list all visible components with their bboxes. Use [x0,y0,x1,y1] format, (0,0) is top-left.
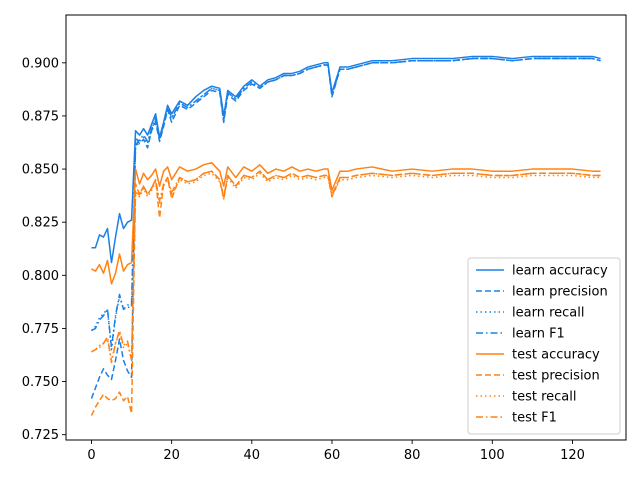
series-layer [90,55,601,416]
x-tick-label: 40 [244,448,261,463]
legend-label-learn-recall: learn recall [512,306,584,321]
x-tick-label: 60 [324,448,341,463]
series-line-test-accuracy [91,161,601,285]
legend: learn accuracy learn precision learn recal… [467,257,621,435]
y-tick-label: 0.850 [22,163,59,178]
legend-label-learn-accuracy: learn accuracy [512,264,608,279]
series-line-learn-recall [90,57,601,351]
legend-label-test-f1: test F1 [512,411,557,426]
x-tick-label: 20 [163,448,180,463]
y-axis: 0.725 0.750 0.775 0.800 0.825 0.850 0.875 0.900 [22,56,66,443]
legend-label-test-precision: test precision [512,369,600,384]
y-tick-label: 0.725 [22,428,59,443]
y-tick-label: 0.875 [22,109,59,124]
series-line-test-precision [90,170,601,416]
legend-label-learn-f1: learn F1 [512,327,565,342]
plot-frame [65,14,627,441]
y-tick-label: 0.775 [22,322,59,337]
y-tick-label: 0.800 [22,269,59,284]
legend-label-learn-precision: learn precision [512,285,608,300]
x-tick-label: 120 [560,448,585,463]
x-tick-label: 100 [480,448,505,463]
x-tick-label: 80 [404,448,421,463]
x-axis: 0 20 40 60 80 100 120 [87,440,585,463]
x-tick-label: 0 [87,448,95,463]
series-line-test-f1 [91,170,601,364]
series-line-learn-precision [90,57,601,399]
y-tick-label: 0.825 [22,216,59,231]
legend-box [467,257,621,435]
y-tick-label: 0.900 [22,56,59,71]
series-line-learn-accuracy [91,55,601,264]
y-tick-label: 0.750 [22,375,59,390]
legend-label-test-accuracy: test accuracy [512,348,600,363]
legend-label-test-recall: test recall [512,390,577,405]
